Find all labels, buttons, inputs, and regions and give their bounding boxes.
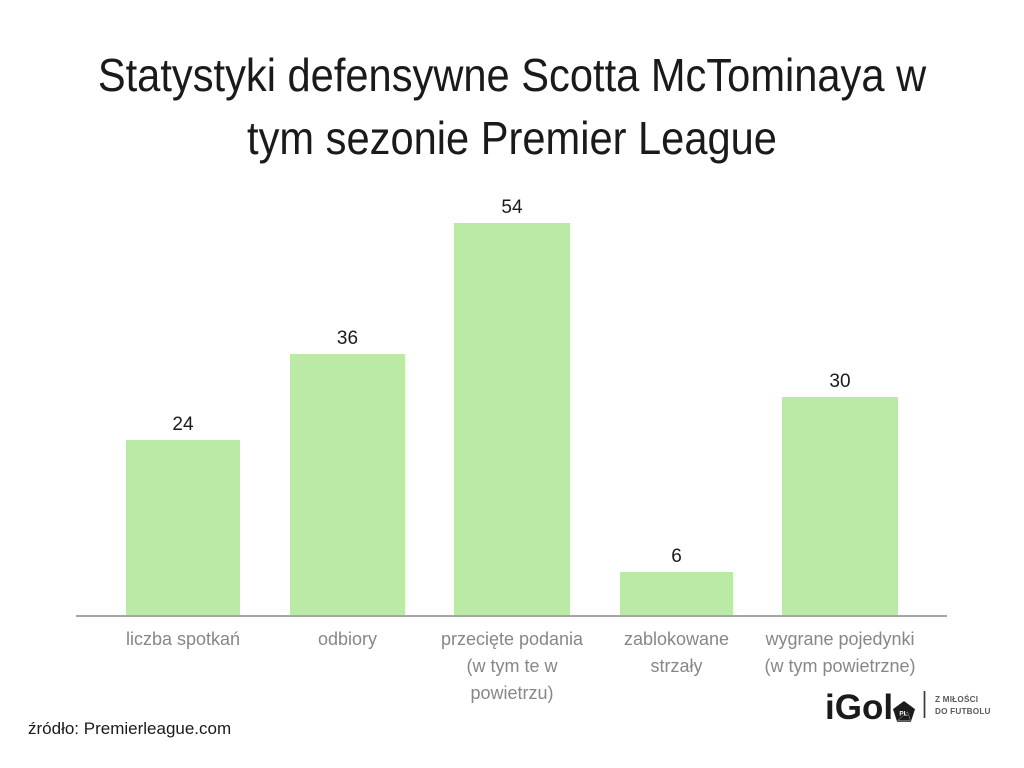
svg-text:iGol: iGol [825, 688, 893, 727]
svg-text:PL: PL [899, 711, 907, 718]
svg-text:Z MIŁOŚCI: Z MIŁOŚCI [935, 693, 978, 704]
svg-text:DO FUTBOLU: DO FUTBOLU [935, 707, 991, 716]
